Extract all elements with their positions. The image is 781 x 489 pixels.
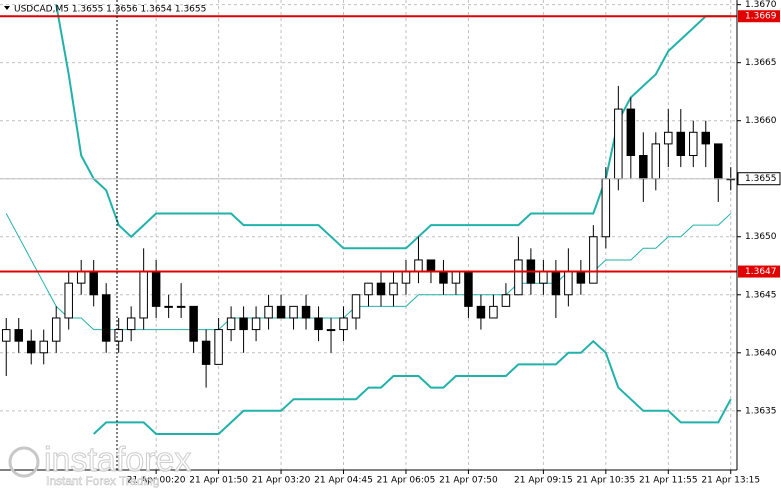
- candle-body: [251, 317, 261, 331]
- candle-body: [39, 340, 48, 354]
- x-tick-label: 21 Apr 09:15: [514, 476, 573, 486]
- candle-body: [214, 329, 223, 365]
- level-tag: 1.3647: [745, 267, 777, 277]
- candle-body: [376, 282, 386, 296]
- candle-body: [539, 271, 548, 284]
- band-line: [93, 339, 732, 435]
- watermark-tagline: Instant Forex Trading: [46, 474, 159, 488]
- watermark-logo: [8, 446, 40, 478]
- candle-body: [226, 317, 236, 331]
- candle-body: [576, 271, 586, 284]
- candle-body: [76, 271, 86, 284]
- x-tick-label: 21 Apr 13:15: [701, 476, 760, 486]
- candle-body: [89, 271, 98, 296]
- candle-body: [326, 329, 336, 332]
- candle-body: [514, 259, 523, 296]
- candle-body: [364, 282, 373, 296]
- candle-body: [689, 131, 698, 157]
- candle-body: [701, 131, 711, 145]
- candle-body: [401, 271, 411, 284]
- x-tick-label: 21 Apr 06:05: [377, 476, 436, 486]
- candle-body: [239, 317, 248, 331]
- candle-body: [676, 131, 686, 157]
- y-tick-label: 1.3635: [745, 406, 777, 416]
- candle-body: [351, 294, 361, 319]
- x-tick-label: 21 Apr 04:45: [314, 476, 373, 486]
- level-tag: 1.3669: [745, 12, 777, 22]
- candle-body: [501, 294, 511, 307]
- candle-body: [101, 294, 111, 342]
- candle-body: [51, 317, 61, 342]
- watermark-brand: instaforex: [44, 441, 191, 479]
- candle-body: [589, 236, 598, 284]
- x-tick-label: 21 Apr 03:20: [252, 476, 311, 486]
- grid: [0, 0, 737, 470]
- y-tick-label: 1.3650: [745, 232, 777, 242]
- candle-body: [114, 329, 123, 342]
- candle-body: [64, 282, 73, 319]
- x-tick-label: 21 Apr 00:20: [127, 476, 186, 486]
- candle-body: [451, 271, 461, 284]
- candle-body: [551, 271, 561, 296]
- candle-body: [164, 305, 173, 308]
- candle-body: [714, 143, 723, 180]
- plot-area: [0, 4, 737, 435]
- candle-body: [439, 271, 448, 284]
- x-tick-label: 21 Apr 01:50: [189, 476, 248, 486]
- candle-body: [414, 259, 423, 273]
- chart-title: USDCAD,M5 1.3655 1.3656 1.3654 1.3655: [14, 5, 206, 15]
- candle-body: [339, 317, 348, 331]
- level-tag-bg: [738, 10, 780, 23]
- y-tick-label: 1.3670: [745, 0, 777, 10]
- menu-arrow: [4, 6, 10, 10]
- last-price-label: 1.3655: [745, 174, 777, 184]
- x-tick-label: 21 Apr 11:55: [639, 476, 698, 486]
- candle-body: [601, 178, 611, 238]
- candle-body: [276, 305, 286, 319]
- candle-body: [189, 305, 198, 342]
- candle-body: [126, 317, 136, 331]
- candle-body: [264, 305, 273, 319]
- candle-body: [476, 305, 486, 319]
- level-tag-bg: [738, 265, 780, 278]
- candle-body: [426, 259, 436, 273]
- watermark: instaforex Instant Forex Trading: [8, 440, 192, 488]
- candle-body: [314, 317, 323, 331]
- candle-body: [489, 305, 498, 319]
- y-tick-label: 1.3640: [745, 348, 777, 358]
- candle-body: [464, 271, 473, 307]
- x-tick-label: 21 Apr 10:35: [576, 476, 635, 486]
- candle-body: [151, 271, 161, 307]
- candle-body: [139, 271, 148, 319]
- candle-body: [26, 340, 36, 354]
- candle-body: [564, 271, 573, 296]
- candle-body: [289, 305, 298, 319]
- axes: 1.3670 1.3665 1.3660 1.3655 1.3650 1.3645 1.36…: [127, 0, 781, 486]
- candle-body: [651, 143, 661, 180]
- candle-body: [614, 108, 623, 180]
- candle-body: [664, 131, 673, 145]
- candle-body: [1, 329, 11, 342]
- y-tick-label: 1.3645: [745, 290, 777, 300]
- candle-body: [389, 282, 398, 296]
- candle-body: [176, 305, 186, 308]
- candle-body: [14, 329, 23, 342]
- x-tick-label: 21 Apr 07:50: [439, 476, 498, 486]
- y-tick-label: 1.3660: [745, 116, 777, 126]
- candle-body: [301, 305, 311, 319]
- candle-body: [201, 340, 211, 365]
- candle-body: [626, 108, 636, 157]
- last-price-bg: [737, 172, 781, 186]
- candle-body: [639, 155, 648, 180]
- y-tick-label: 1.3665: [745, 58, 777, 68]
